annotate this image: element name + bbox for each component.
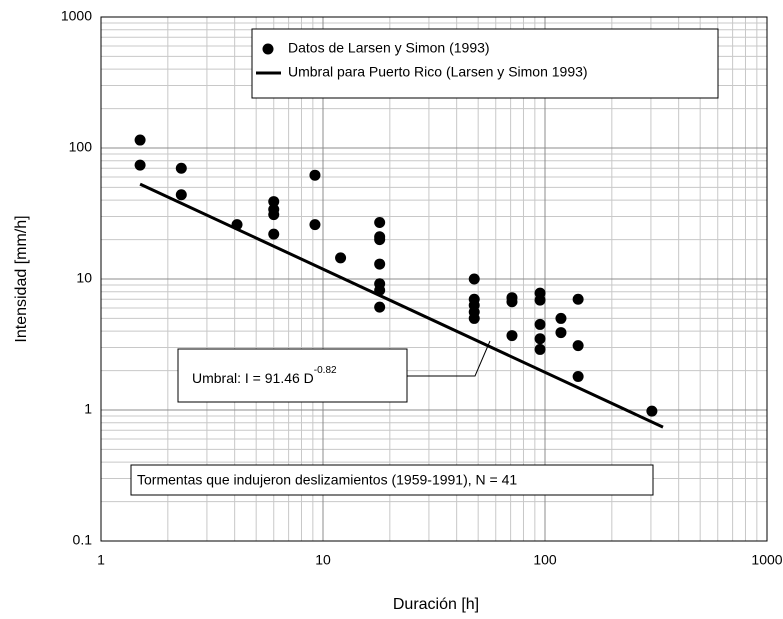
y-axis-label: Intensidad [mm/h] bbox=[13, 215, 30, 342]
x-axis-label: Duración [h] bbox=[393, 596, 479, 613]
data-point bbox=[572, 340, 584, 352]
data-point bbox=[534, 318, 546, 330]
data-point bbox=[268, 228, 280, 240]
note: Tormentas que indujeron deslizamientos (… bbox=[137, 472, 517, 488]
data-point bbox=[534, 333, 546, 345]
data-point bbox=[268, 209, 280, 221]
callout-line bbox=[407, 340, 491, 377]
data-point bbox=[335, 252, 347, 264]
data-point bbox=[374, 216, 386, 228]
legend-marker bbox=[262, 43, 274, 55]
data-point bbox=[134, 159, 146, 171]
legend-entry: Umbral para Puerto Rico (Larsen y Simon … bbox=[288, 64, 588, 80]
threshold-line bbox=[139, 182, 664, 429]
data-point bbox=[646, 405, 658, 417]
data-point bbox=[309, 169, 321, 181]
data-point bbox=[572, 371, 584, 383]
data-point bbox=[175, 189, 187, 201]
data-point bbox=[506, 330, 518, 342]
note-box bbox=[130, 464, 654, 496]
y-tick-label: 0.1 bbox=[73, 532, 93, 548]
data-point bbox=[555, 327, 567, 339]
data-point bbox=[134, 134, 146, 146]
data-point bbox=[534, 343, 546, 355]
x-tick-label: 1 bbox=[97, 552, 105, 568]
data-point bbox=[506, 296, 518, 308]
legend-box bbox=[251, 28, 719, 99]
legend-entry: Datos de Larsen y Simon (1993) bbox=[288, 40, 490, 56]
x-tick-label: 100 bbox=[533, 552, 557, 568]
data-point bbox=[268, 196, 280, 208]
annotation-text: Umbral: I = 91.46 D bbox=[192, 370, 314, 386]
data-point bbox=[555, 312, 567, 324]
data-point bbox=[374, 234, 386, 246]
annotation: Umbral: I = 91.46 D-0.82 bbox=[192, 365, 337, 386]
data-point bbox=[374, 258, 386, 270]
x-tick-label: 1000 bbox=[751, 552, 782, 568]
y-tick-label: 1000 bbox=[61, 8, 92, 24]
data-point bbox=[534, 294, 546, 306]
marks bbox=[134, 134, 664, 429]
y-tick-label: 1 bbox=[84, 401, 92, 417]
x-tick-label: 10 bbox=[315, 552, 331, 568]
y-tick-label: 100 bbox=[69, 139, 93, 155]
annotation-box bbox=[177, 348, 408, 403]
data-point bbox=[175, 162, 187, 174]
data-point bbox=[374, 301, 386, 313]
plot-frame bbox=[100, 16, 768, 542]
data-point bbox=[309, 219, 321, 231]
y-tick-label: 10 bbox=[76, 270, 92, 286]
data-point bbox=[468, 312, 480, 324]
data-point bbox=[468, 273, 480, 285]
data-point bbox=[572, 293, 584, 305]
annotation-exponent: -0.82 bbox=[314, 365, 337, 376]
